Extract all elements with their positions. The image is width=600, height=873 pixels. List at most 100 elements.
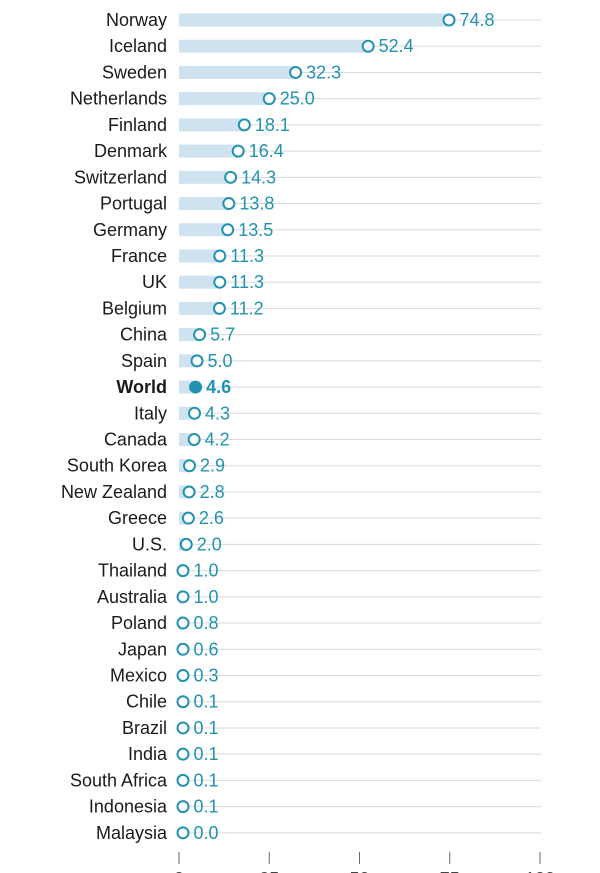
category-label: Australia xyxy=(97,587,168,607)
category-label: UK xyxy=(142,272,167,292)
value-label: 4.6 xyxy=(206,377,231,397)
data-point xyxy=(176,800,190,814)
category-label: World xyxy=(116,377,167,397)
bar xyxy=(179,39,369,53)
category-label: Norway xyxy=(106,10,167,30)
data-point xyxy=(176,642,190,656)
data-point xyxy=(262,92,276,106)
value-label: 0.8 xyxy=(194,613,219,633)
data-point xyxy=(213,249,227,263)
x-tick-label: 50 xyxy=(349,869,369,873)
value-label: 25.0 xyxy=(280,89,315,109)
data-point xyxy=(181,511,195,525)
value-label: 16.4 xyxy=(249,141,284,161)
value-labels: 74.8 52.4 32.3 25.0 18.1 16.4 14.3 13.8 13.5 11.3… xyxy=(194,10,495,843)
category-label: Indonesia xyxy=(89,797,168,817)
category-label: Japan xyxy=(118,639,167,659)
x-axis: 0 25 50 75 100 xyxy=(174,851,555,873)
value-label: 0.1 xyxy=(194,718,219,738)
bar xyxy=(179,301,220,315)
value-label: 5.0 xyxy=(208,351,233,371)
category-label: Denmark xyxy=(94,141,168,161)
category-label: Brazil xyxy=(122,718,167,738)
value-label: 11.2 xyxy=(230,298,264,318)
value-label: 2.8 xyxy=(200,482,225,502)
value-label: 14.3 xyxy=(241,167,276,187)
data-point xyxy=(187,433,201,447)
value-label: 13.5 xyxy=(238,220,273,240)
value-label: 4.2 xyxy=(205,430,230,450)
category-label: New Zealand xyxy=(61,482,167,502)
value-label: 11.3 xyxy=(230,246,264,266)
data-point xyxy=(442,13,456,27)
value-label: 0.1 xyxy=(194,797,219,817)
data-point xyxy=(237,118,251,132)
value-label: 1.0 xyxy=(194,587,219,607)
category-label: Belgium xyxy=(102,298,167,318)
x-tick-label: 100 xyxy=(525,869,555,873)
value-label: 52.4 xyxy=(379,36,414,56)
data-point xyxy=(213,275,227,289)
category-label: Chile xyxy=(126,692,167,712)
data-point xyxy=(176,590,190,604)
data-point xyxy=(176,747,190,761)
data-point xyxy=(193,328,207,342)
category-label: Thailand xyxy=(98,561,167,581)
bar xyxy=(179,13,450,27)
data-point xyxy=(176,773,190,787)
gridlines xyxy=(179,19,541,834)
category-label: France xyxy=(111,246,167,266)
value-label: 2.9 xyxy=(200,456,225,476)
category-label: Finland xyxy=(108,115,167,135)
points xyxy=(176,13,456,840)
data-point xyxy=(221,223,235,237)
value-label: 0.1 xyxy=(194,692,219,712)
data-point xyxy=(224,170,238,184)
data-point xyxy=(176,616,190,630)
category-label: Italy xyxy=(134,403,167,423)
bar xyxy=(179,144,239,158)
category-label: Germany xyxy=(93,220,167,240)
value-label: 0.6 xyxy=(194,639,219,659)
value-label: 11.3 xyxy=(230,272,264,292)
bar xyxy=(179,223,228,237)
value-label: 5.7 xyxy=(210,325,235,345)
category-label: Canada xyxy=(104,430,168,450)
category-label: Mexico xyxy=(110,666,167,686)
data-point xyxy=(222,197,236,211)
category-label: Greece xyxy=(108,508,167,528)
data-point xyxy=(182,459,196,473)
data-point xyxy=(361,39,375,53)
bar xyxy=(179,170,231,184)
data-point xyxy=(231,144,245,158)
data-point xyxy=(212,301,226,315)
value-label: 18.1 xyxy=(255,115,290,135)
bar xyxy=(179,275,220,289)
value-label: 74.8 xyxy=(460,10,495,30)
category-label: China xyxy=(120,325,168,345)
category-label: South Africa xyxy=(70,770,168,790)
category-labels: Norway Iceland Sweden Netherlands Finland Den… xyxy=(61,10,168,843)
data-point xyxy=(190,354,204,368)
value-label: 13.8 xyxy=(239,194,274,214)
category-label: U.S. xyxy=(132,534,167,554)
category-label: Switzerland xyxy=(74,167,167,187)
value-label: 0.1 xyxy=(194,744,219,764)
bar xyxy=(179,249,220,263)
category-label: Malaysia xyxy=(96,823,168,843)
data-point xyxy=(289,65,303,79)
data-point xyxy=(179,537,193,551)
bar xyxy=(179,65,296,79)
category-label: South Korea xyxy=(67,456,168,476)
value-label: 1.0 xyxy=(194,561,219,581)
data-point xyxy=(176,564,190,578)
value-label: 0.1 xyxy=(194,770,219,790)
data-point xyxy=(188,406,202,420)
category-label: Netherlands xyxy=(70,89,167,109)
category-label: Spain xyxy=(121,351,167,371)
category-label: Iceland xyxy=(109,36,167,56)
x-tick-label: 25 xyxy=(259,869,279,873)
category-label: Poland xyxy=(111,613,167,633)
data-point xyxy=(189,380,203,394)
value-label: 2.0 xyxy=(197,534,222,554)
